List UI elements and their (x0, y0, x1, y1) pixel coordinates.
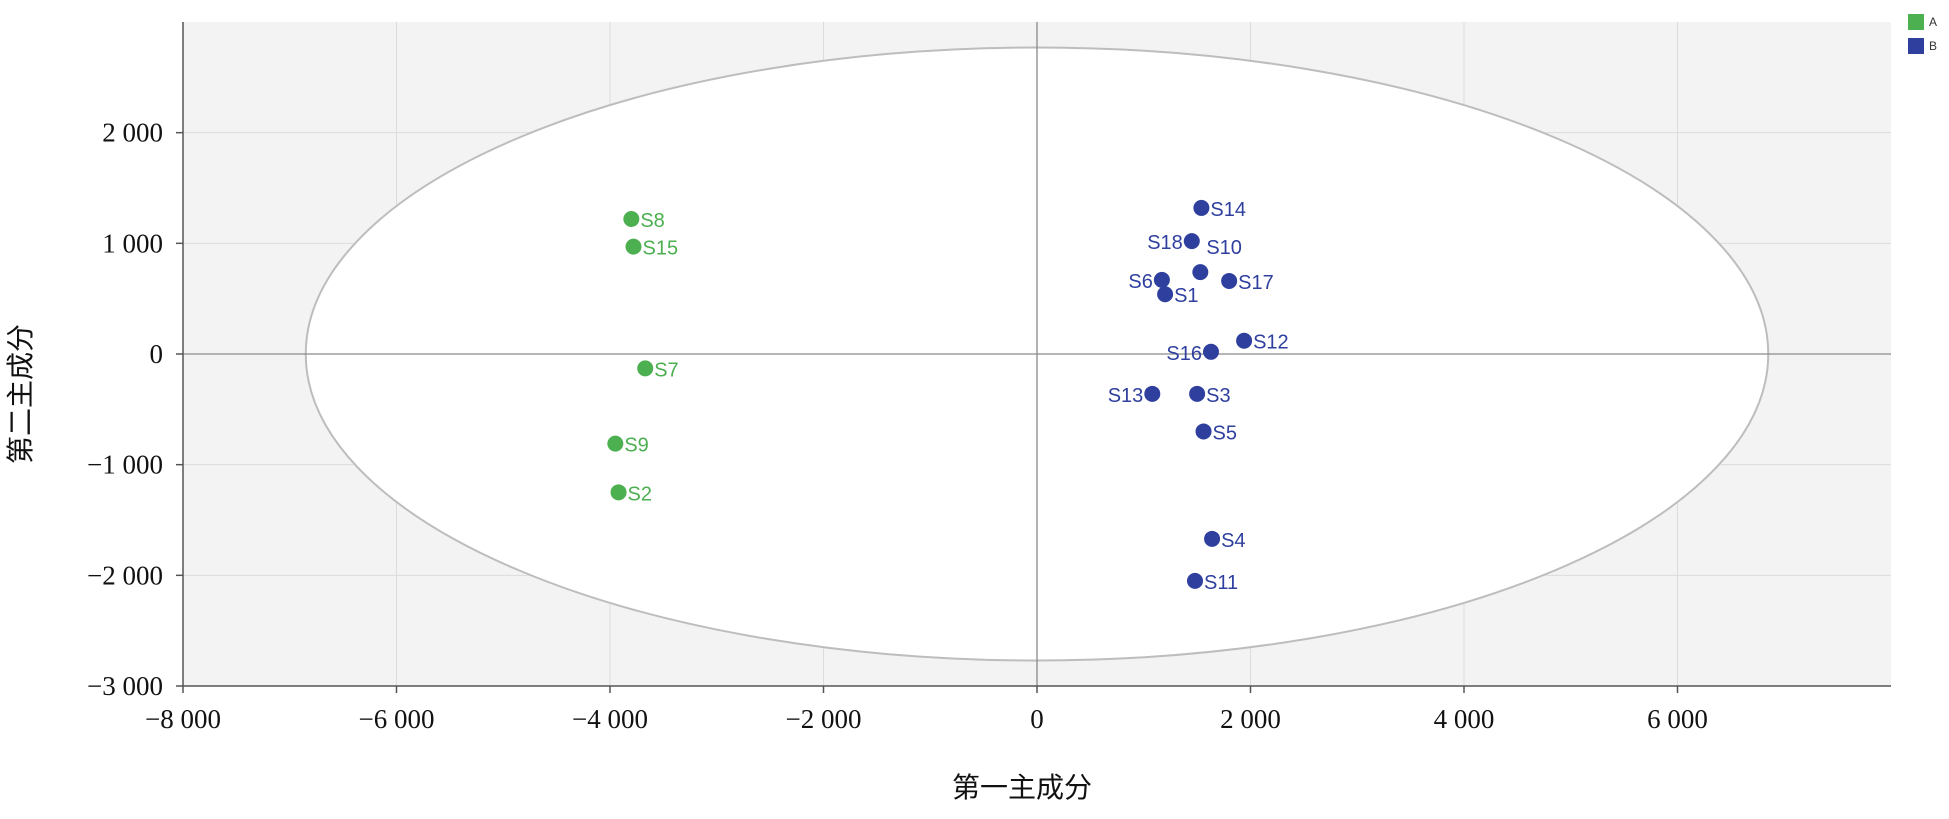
x-tick-label: −6 000 (359, 704, 435, 734)
data-label-s2: S2 (628, 483, 652, 505)
x-tick-label: −2 000 (786, 704, 862, 734)
data-point-s17 (1221, 272, 1238, 289)
data-label-s14: S14 (1210, 199, 1246, 221)
data-label-s13: S13 (1108, 385, 1144, 407)
y-tick-labels: −3 000 −2 000 −1 000 0 1 000 2 000 (87, 118, 163, 701)
data-point-s4 (1204, 530, 1221, 547)
data-point-s14 (1193, 199, 1210, 216)
data-point-s6 (1153, 271, 1170, 288)
data-label-s1: S1 (1174, 285, 1198, 307)
y-tick-label: −3 000 (87, 671, 163, 701)
data-points: S8 S15 S7 S9 S2 S14 S18 S10 S17 S6 S1 S12 S16 S13 S3 S5… (607, 199, 1289, 594)
y-axis-title: 第二主成分 (4, 324, 37, 464)
y-tick-label: −1 000 (87, 450, 163, 480)
legend-label-b: B (1929, 39, 1937, 53)
data-label-s8: S8 (640, 210, 664, 232)
data-point-s8 (623, 210, 640, 227)
data-label-s9: S9 (624, 435, 648, 457)
data-label-s17: S17 (1238, 272, 1274, 294)
axes (176, 22, 1891, 693)
data-point-s2 (610, 484, 627, 501)
data-point-s12 (1236, 332, 1253, 349)
legend-label-a: A (1929, 15, 1937, 29)
y-tick-label: 2 000 (102, 118, 163, 148)
legend-swatch-a (1908, 14, 1924, 30)
zero-axis-lines (183, 22, 1891, 686)
y-tick-label: −2 000 (87, 560, 163, 590)
data-point-s13 (1144, 385, 1161, 402)
data-label-s6: S6 (1128, 271, 1152, 293)
data-point-s16 (1203, 343, 1220, 360)
data-label-s10: S10 (1206, 237, 1242, 259)
x-tick-label: −4 000 (572, 704, 648, 734)
x-tick-label: 2 000 (1220, 704, 1281, 734)
data-label-s11: S11 (1204, 572, 1238, 594)
data-label-s5: S5 (1213, 422, 1237, 444)
data-label-s18: S18 (1147, 232, 1183, 254)
data-point-s18 (1183, 233, 1200, 250)
data-point-s11 (1186, 572, 1203, 589)
data-point-s15 (625, 238, 642, 255)
data-label-s16: S16 (1166, 343, 1202, 365)
data-label-s12: S12 (1253, 332, 1289, 354)
y-tick-label: 1 000 (102, 228, 163, 258)
data-point-s3 (1189, 385, 1206, 402)
data-point-s10 (1192, 264, 1209, 281)
x-tick-label: 4 000 (1434, 704, 1495, 734)
data-label-s7: S7 (654, 359, 678, 381)
data-point-s1 (1157, 286, 1174, 303)
data-point-s7 (637, 360, 654, 377)
x-axis-title: 第一主成分 (952, 771, 1092, 804)
legend-swatch-b (1908, 38, 1924, 54)
x-tick-labels: −8 000 −6 000 −4 000 −2 000 0 2 000 4 000 6 000 (145, 704, 1708, 734)
data-label-s15: S15 (642, 238, 678, 260)
x-tick-label: 6 000 (1647, 704, 1708, 734)
legend: AB (1908, 14, 1937, 54)
data-point-s9 (607, 435, 624, 452)
x-tick-label: 0 (1030, 704, 1044, 734)
y-tick-label: 0 (150, 339, 164, 369)
data-label-s4: S4 (1221, 530, 1245, 552)
data-point-s5 (1195, 423, 1212, 440)
data-label-s3: S3 (1206, 385, 1230, 407)
x-tick-label: −8 000 (145, 704, 221, 734)
